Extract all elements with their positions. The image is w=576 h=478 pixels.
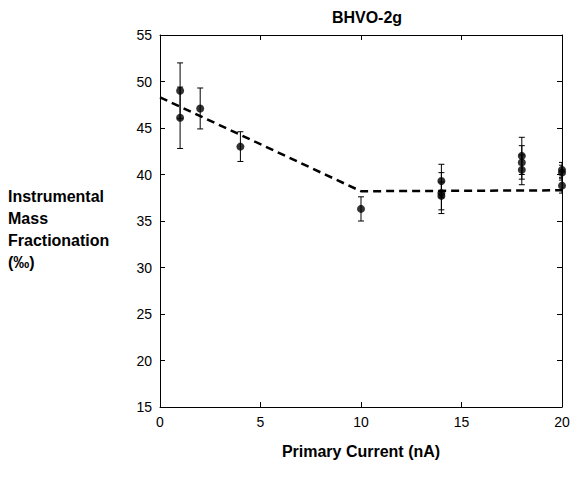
svg-text:0: 0 — [156, 414, 164, 430]
svg-text:25: 25 — [136, 306, 152, 322]
svg-text:40: 40 — [136, 167, 152, 183]
svg-text:35: 35 — [136, 213, 152, 229]
svg-text:15: 15 — [136, 399, 152, 415]
svg-text:50: 50 — [136, 74, 152, 90]
svg-text:(‰): (‰) — [8, 254, 35, 271]
svg-text:20: 20 — [554, 414, 570, 430]
svg-text:45: 45 — [136, 120, 152, 136]
svg-text:20: 20 — [136, 353, 152, 369]
svg-text:BHVO-2g: BHVO-2g — [332, 9, 402, 26]
svg-text:Primary Current (nA): Primary Current (nA) — [282, 443, 440, 460]
svg-text:Mass: Mass — [8, 210, 48, 227]
svg-text:Instrumental: Instrumental — [8, 188, 104, 205]
svg-text:Fractionation: Fractionation — [8, 232, 109, 249]
svg-text:10: 10 — [353, 414, 369, 430]
svg-text:15: 15 — [454, 414, 470, 430]
svg-text:5: 5 — [257, 414, 265, 430]
svg-text:30: 30 — [136, 260, 152, 276]
svg-text:55: 55 — [136, 27, 152, 43]
